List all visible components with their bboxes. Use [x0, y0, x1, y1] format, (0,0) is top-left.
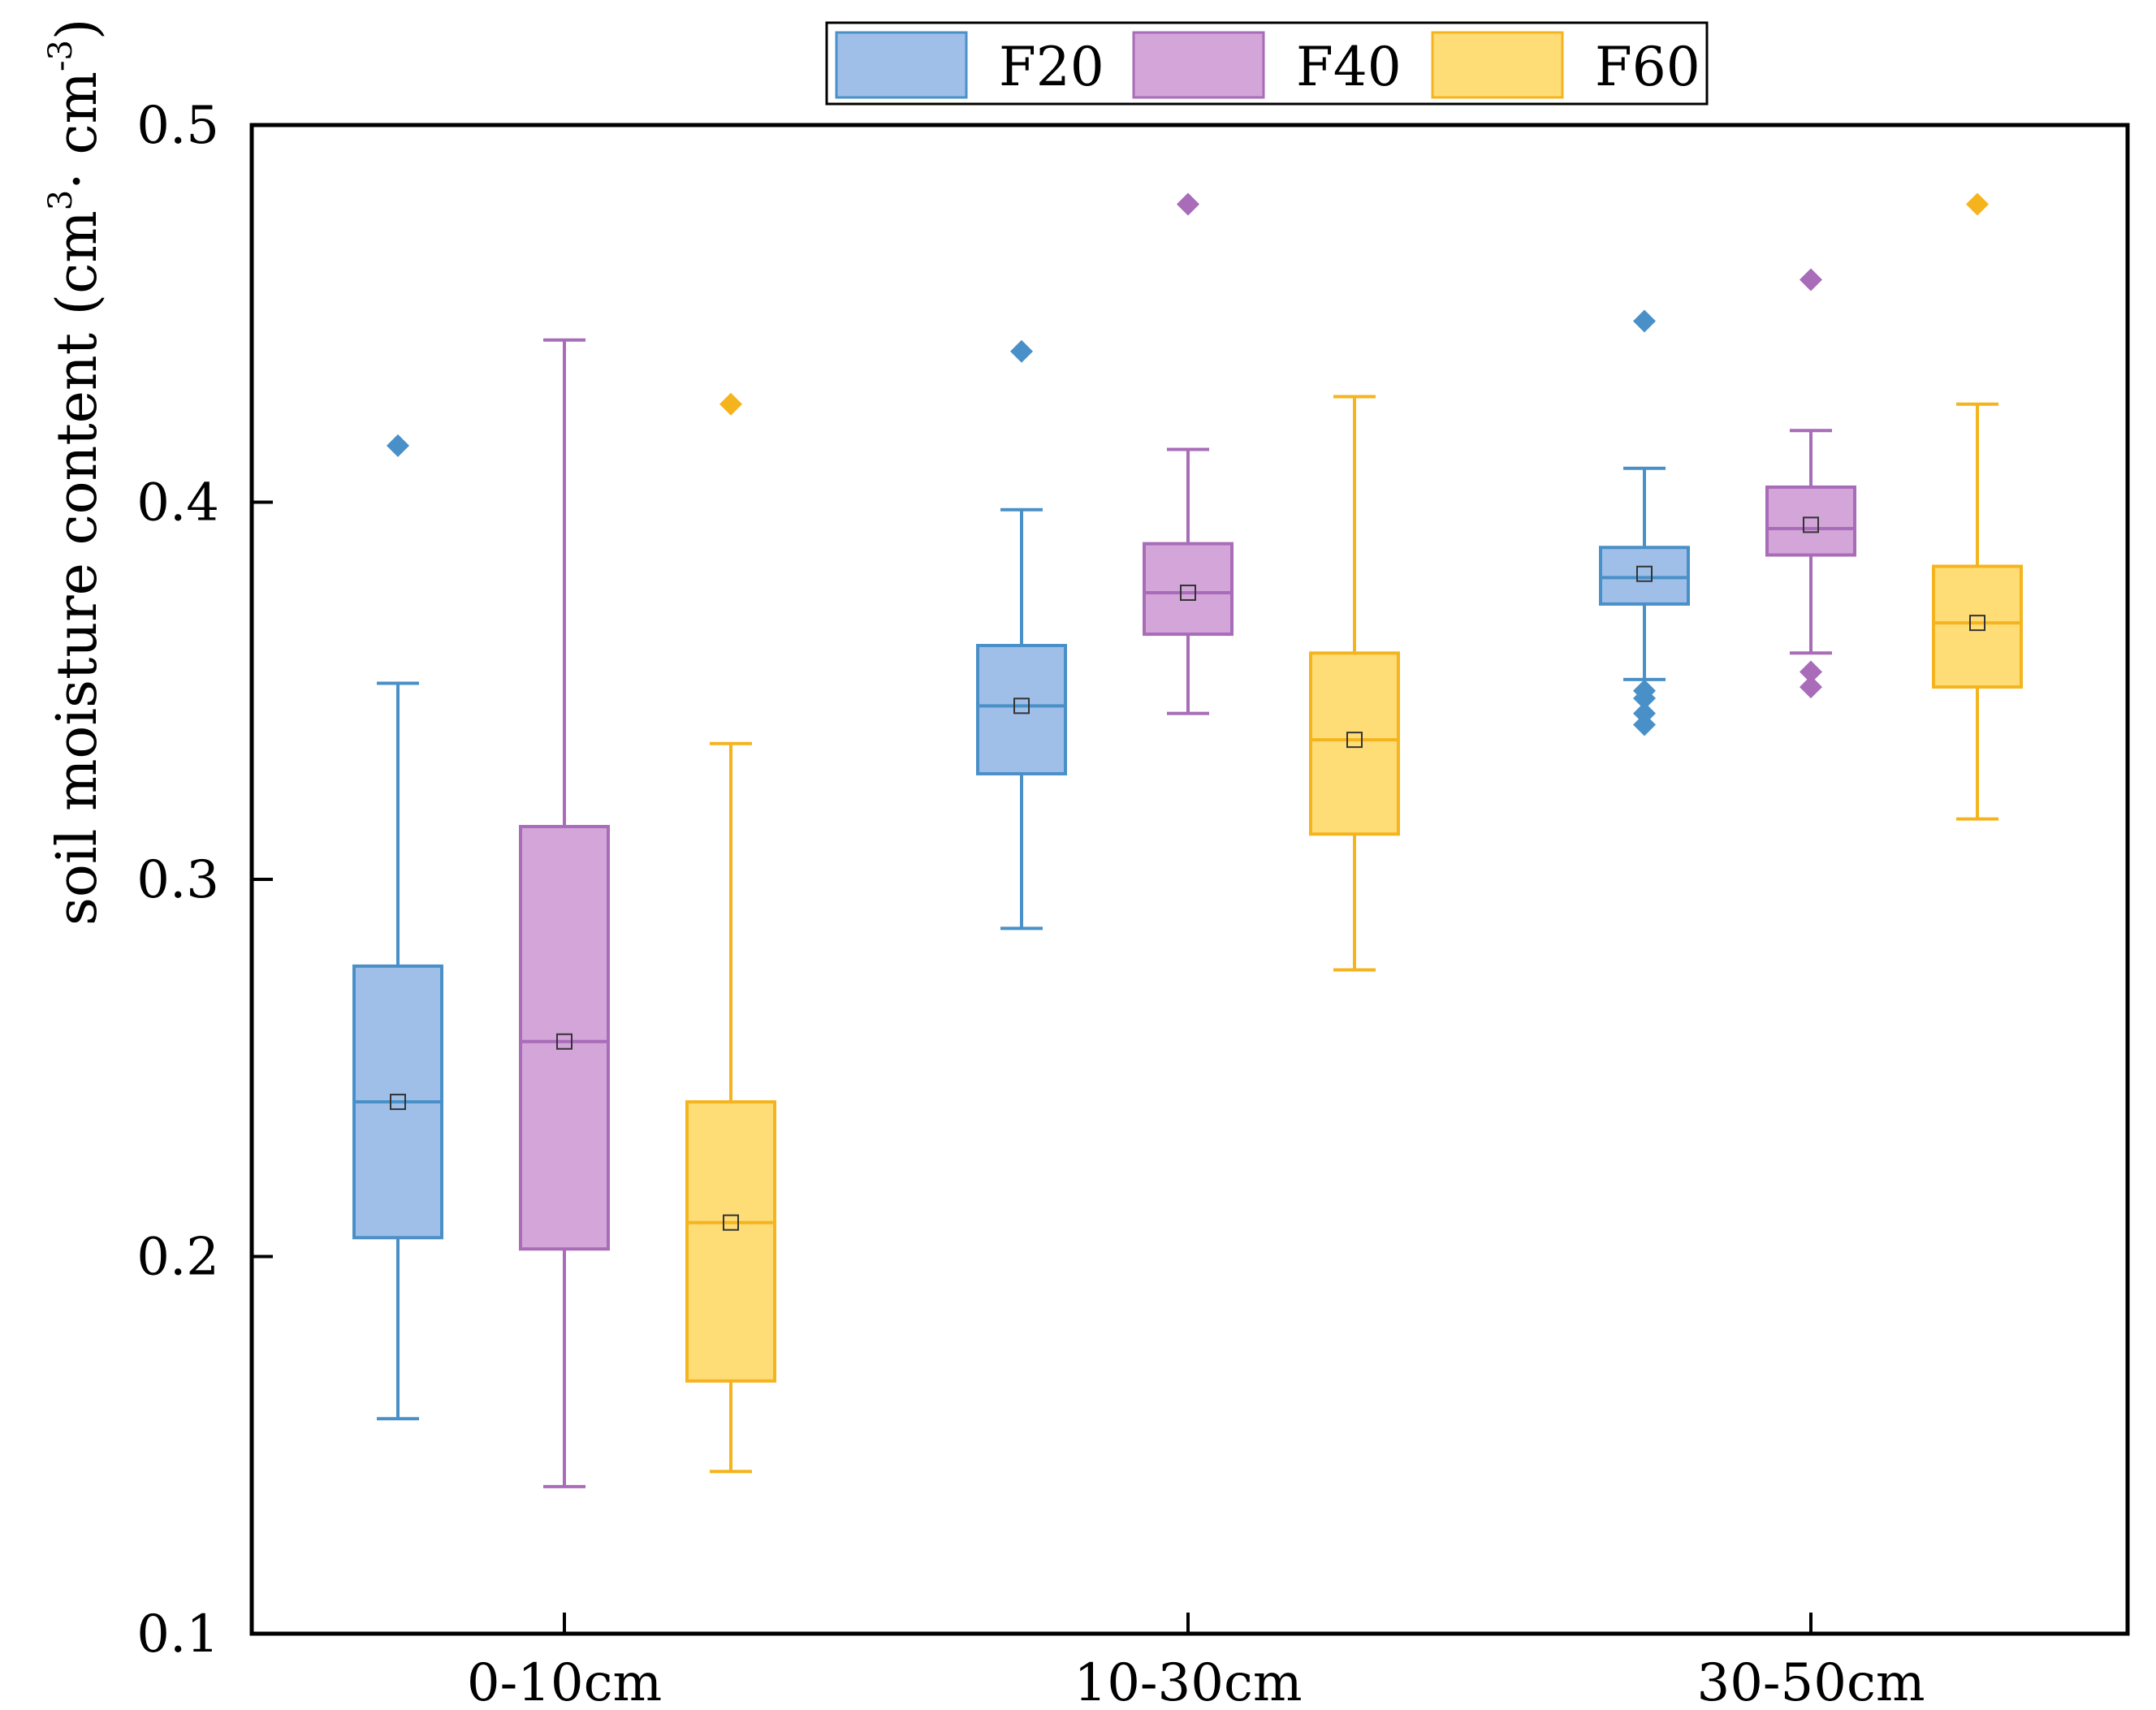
legend-label-f20: F20 — [999, 36, 1104, 98]
x-tick-label-0-10cm: 0-10cm — [467, 1653, 662, 1710]
y-tick-label-0.5: 0.5 — [136, 96, 219, 156]
y-axis-title: soil moisture content (cm3· cm-3) — [42, 19, 110, 926]
mean-marker-f40-10-30cm — [1180, 584, 1196, 601]
legend-label-f40: F40 — [1296, 36, 1402, 98]
y-axis-title-mid: · cm — [45, 71, 110, 190]
plot-frame — [249, 123, 2130, 1636]
box-f40-0-10cm — [519, 824, 610, 1251]
box-group-f20-10-30cm — [976, 339, 1067, 931]
mean-marker-f20-30-50cm — [1636, 565, 1653, 582]
legend-label-f60: F60 — [1595, 36, 1700, 98]
box-group-f60-10-30cm — [1309, 395, 1400, 972]
box-f60-0-10cm — [685, 1100, 776, 1383]
y-tick-label-0.1: 0.1 — [136, 1604, 219, 1665]
x-tick-label-30-50cm: 30-50cm — [1696, 1653, 1925, 1710]
box-f20-30-50cm — [1599, 546, 1690, 606]
outlier-f20-30-50cm-0 — [1633, 309, 1656, 333]
box-group-f20-30-50cm — [1599, 309, 1690, 736]
x-tick-label-10-30cm: 10-30cm — [1074, 1653, 1302, 1710]
outlier-f40-30-50cm-2 — [1800, 676, 1822, 699]
outlier-f40-30-50cm-1 — [1800, 660, 1822, 684]
y-tick-label-0.2: 0.2 — [136, 1228, 219, 1288]
box-f60-30-50cm — [1932, 564, 2023, 689]
legend-swatch-f20 — [835, 31, 968, 99]
y-axis-title-sup-1: 3 — [42, 190, 80, 210]
mean-marker-f60-30-50cm — [1969, 615, 1985, 632]
y-tick-label-0.3: 0.3 — [136, 850, 219, 910]
plot-layer — [352, 192, 2023, 1488]
box-group-f60-0-10cm — [685, 392, 776, 1474]
outlier-f40-10-30cm-0 — [1177, 192, 1199, 216]
mean-marker-f60-10-30cm — [1346, 732, 1363, 749]
box-group-f60-30-50cm — [1932, 192, 2023, 821]
box-group-f20-0-10cm — [352, 434, 443, 1421]
legend-swatch-f40 — [1132, 31, 1265, 99]
box-f60-10-30cm — [1309, 651, 1400, 836]
outlier-f60-0-10cm-0 — [719, 392, 742, 416]
outlier-f60-30-50cm-0 — [1966, 192, 1989, 216]
box-f20-10-30cm — [976, 644, 1067, 775]
outlier-f40-30-50cm-0 — [1800, 268, 1822, 291]
mean-marker-f40-0-10cm — [556, 1033, 572, 1050]
mean-marker-f20-10-30cm — [1013, 697, 1030, 715]
mean-marker-f40-30-50cm — [1803, 516, 1819, 533]
y-tick-label-0.4: 0.4 — [136, 473, 219, 533]
outlier-f20-0-10cm-0 — [387, 434, 409, 457]
y-axis-title-end: ) — [45, 19, 110, 41]
mean-marker-f20-0-10cm — [390, 1094, 406, 1111]
box-f40-30-50cm — [1765, 485, 1856, 557]
axis-layer: 0.1 0.2 0.3 0.4 0.5 0-10cm 10-30cm 30-50cm — [136, 96, 1925, 1710]
outlier-f20-30-50cm-2 — [1633, 687, 1656, 710]
y-axis-title-sup-2: -3 — [42, 40, 80, 71]
outlier-f20-30-50cm-4 — [1633, 713, 1656, 736]
box-group-f40-10-30cm — [1143, 192, 1234, 715]
box-group-f40-0-10cm — [519, 338, 610, 1488]
mean-marker-f60-0-10cm — [723, 1214, 739, 1231]
box-f40-10-30cm — [1143, 542, 1234, 637]
legend-swatch-f60 — [1431, 31, 1564, 99]
y-axis-title-main: soil moisture content (cm — [45, 210, 110, 926]
box-group-f40-30-50cm — [1765, 268, 1856, 699]
legend: F20 F40 F60 — [825, 21, 1709, 106]
outlier-f20-10-30cm-0 — [1010, 339, 1033, 363]
